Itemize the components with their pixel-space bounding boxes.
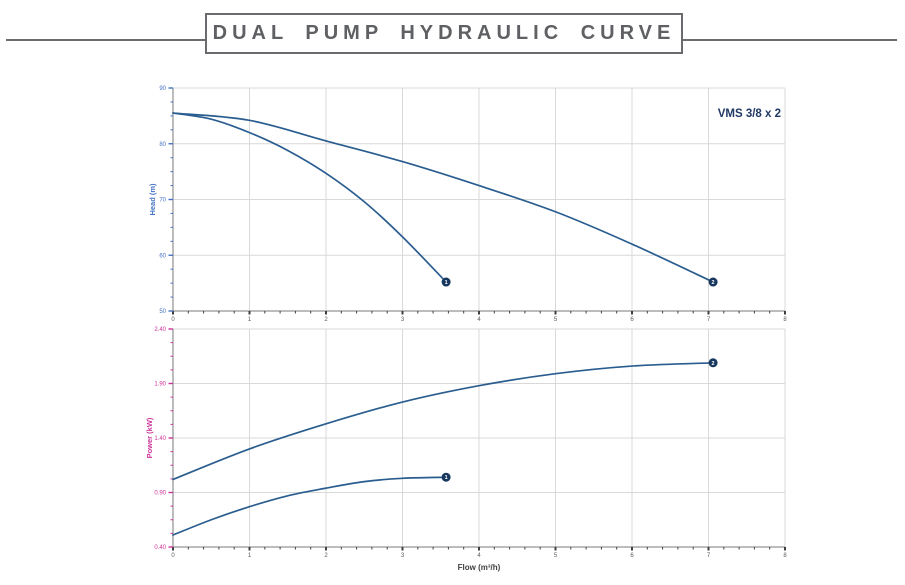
model-annotation: VMS 3/8 x 2 bbox=[718, 108, 781, 120]
x-tick-label: 0 bbox=[171, 553, 175, 559]
power-vs-flow-plot: 0 1 2 3 4 5 6 7 8 0.40 0.90 1.40 1.90 2.40 Power (kW) F… bbox=[145, 327, 787, 572]
x-tick-label: 8 bbox=[783, 553, 787, 559]
x-tick-label: 7 bbox=[707, 553, 711, 559]
x-tick-label: 5 bbox=[554, 317, 558, 323]
x-tick-label: 0 bbox=[171, 317, 175, 323]
y-tick-label: 1.40 bbox=[154, 436, 166, 442]
title-box: DUAL PUMP HYDRAULIC CURVE bbox=[205, 13, 683, 54]
y-tick-label: 90 bbox=[159, 86, 166, 92]
x-tick-label: 7 bbox=[707, 317, 711, 323]
curve-2-end-marker-label: 2 bbox=[712, 280, 715, 286]
x-tick-label: 2 bbox=[324, 553, 328, 559]
power-vs-flow-curve-2 bbox=[172, 361, 714, 481]
x-tick-label: 6 bbox=[630, 317, 634, 323]
y-tick-label: 1.90 bbox=[154, 382, 166, 388]
curve-1-end-marker-label: 1 bbox=[445, 280, 448, 286]
curve-1-end-marker bbox=[441, 277, 451, 287]
x-tick-label: 8 bbox=[783, 317, 787, 323]
x-tick-label: 4 bbox=[477, 553, 481, 559]
x-tick-label: 3 bbox=[401, 317, 405, 323]
x-tick-label: 5 bbox=[554, 553, 558, 559]
y-tick-label: 70 bbox=[159, 198, 166, 204]
y-tick-label: 60 bbox=[159, 253, 166, 259]
y-axis-title: Power (kW) bbox=[145, 417, 154, 458]
x-tick-label: 4 bbox=[477, 317, 481, 323]
y-tick-label: 2.40 bbox=[154, 327, 166, 333]
curve-1-end-marker bbox=[441, 472, 451, 482]
x-tick-label: 6 bbox=[630, 553, 634, 559]
x-axis-title: Flow (m³/h) bbox=[458, 563, 501, 572]
curve-2-end-marker bbox=[708, 358, 718, 368]
y-tick-label: 50 bbox=[159, 309, 166, 315]
curve-2-end-marker-label: 2 bbox=[712, 361, 715, 367]
curve-1-end-marker-label: 1 bbox=[445, 475, 448, 481]
curve-2-end-marker bbox=[708, 277, 718, 287]
power-vs-flow-curve-1 bbox=[172, 476, 447, 536]
x-tick-label: 1 bbox=[248, 317, 252, 323]
y-tick-label: 0.40 bbox=[154, 545, 166, 551]
x-tick-label: 3 bbox=[401, 553, 405, 559]
y-axis-title: Head (m) bbox=[148, 183, 157, 216]
x-tick-label: 1 bbox=[248, 553, 252, 559]
head-vs-flow-curve-1 bbox=[172, 112, 447, 283]
x-tick-label: 2 bbox=[324, 317, 328, 323]
y-tick-label: 0.90 bbox=[154, 491, 166, 497]
head-vs-flow-plot: 0 1 2 3 4 5 6 7 8 50 60 70 80 90 Head (m) 1 2 VMS 3/8 x 2 bbox=[148, 86, 787, 323]
y-tick-label: 80 bbox=[159, 142, 166, 148]
page-title: DUAL PUMP HYDRAULIC CURVE bbox=[212, 22, 676, 44]
head-vs-flow-curve-2 bbox=[172, 112, 714, 283]
